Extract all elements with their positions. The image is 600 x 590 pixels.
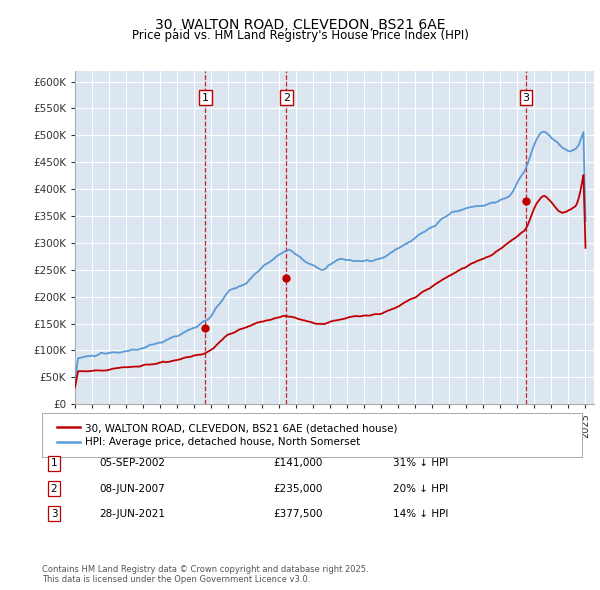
Text: 28-JUN-2021: 28-JUN-2021 bbox=[99, 509, 165, 519]
Text: 20% ↓ HPI: 20% ↓ HPI bbox=[393, 484, 448, 493]
Text: 3: 3 bbox=[50, 509, 58, 519]
Text: 08-JUN-2007: 08-JUN-2007 bbox=[99, 484, 165, 493]
Text: Price paid vs. HM Land Registry's House Price Index (HPI): Price paid vs. HM Land Registry's House … bbox=[131, 30, 469, 42]
Text: £235,000: £235,000 bbox=[273, 484, 322, 493]
Text: Contains HM Land Registry data © Crown copyright and database right 2025.
This d: Contains HM Land Registry data © Crown c… bbox=[42, 565, 368, 584]
Text: 1: 1 bbox=[202, 93, 209, 103]
Text: 1: 1 bbox=[50, 458, 58, 468]
Text: 3: 3 bbox=[523, 93, 529, 103]
Text: 30, WALTON ROAD, CLEVEDON, BS21 6AE: 30, WALTON ROAD, CLEVEDON, BS21 6AE bbox=[155, 18, 445, 32]
Text: 05-SEP-2002: 05-SEP-2002 bbox=[99, 458, 165, 468]
Text: 14% ↓ HPI: 14% ↓ HPI bbox=[393, 509, 448, 519]
Text: £141,000: £141,000 bbox=[273, 458, 322, 468]
Text: 31% ↓ HPI: 31% ↓ HPI bbox=[393, 458, 448, 468]
Text: 2: 2 bbox=[50, 484, 58, 493]
Text: 2: 2 bbox=[283, 93, 290, 103]
Legend: 30, WALTON ROAD, CLEVEDON, BS21 6AE (detached house), HPI: Average price, detach: 30, WALTON ROAD, CLEVEDON, BS21 6AE (det… bbox=[53, 419, 401, 451]
Text: £377,500: £377,500 bbox=[273, 509, 323, 519]
